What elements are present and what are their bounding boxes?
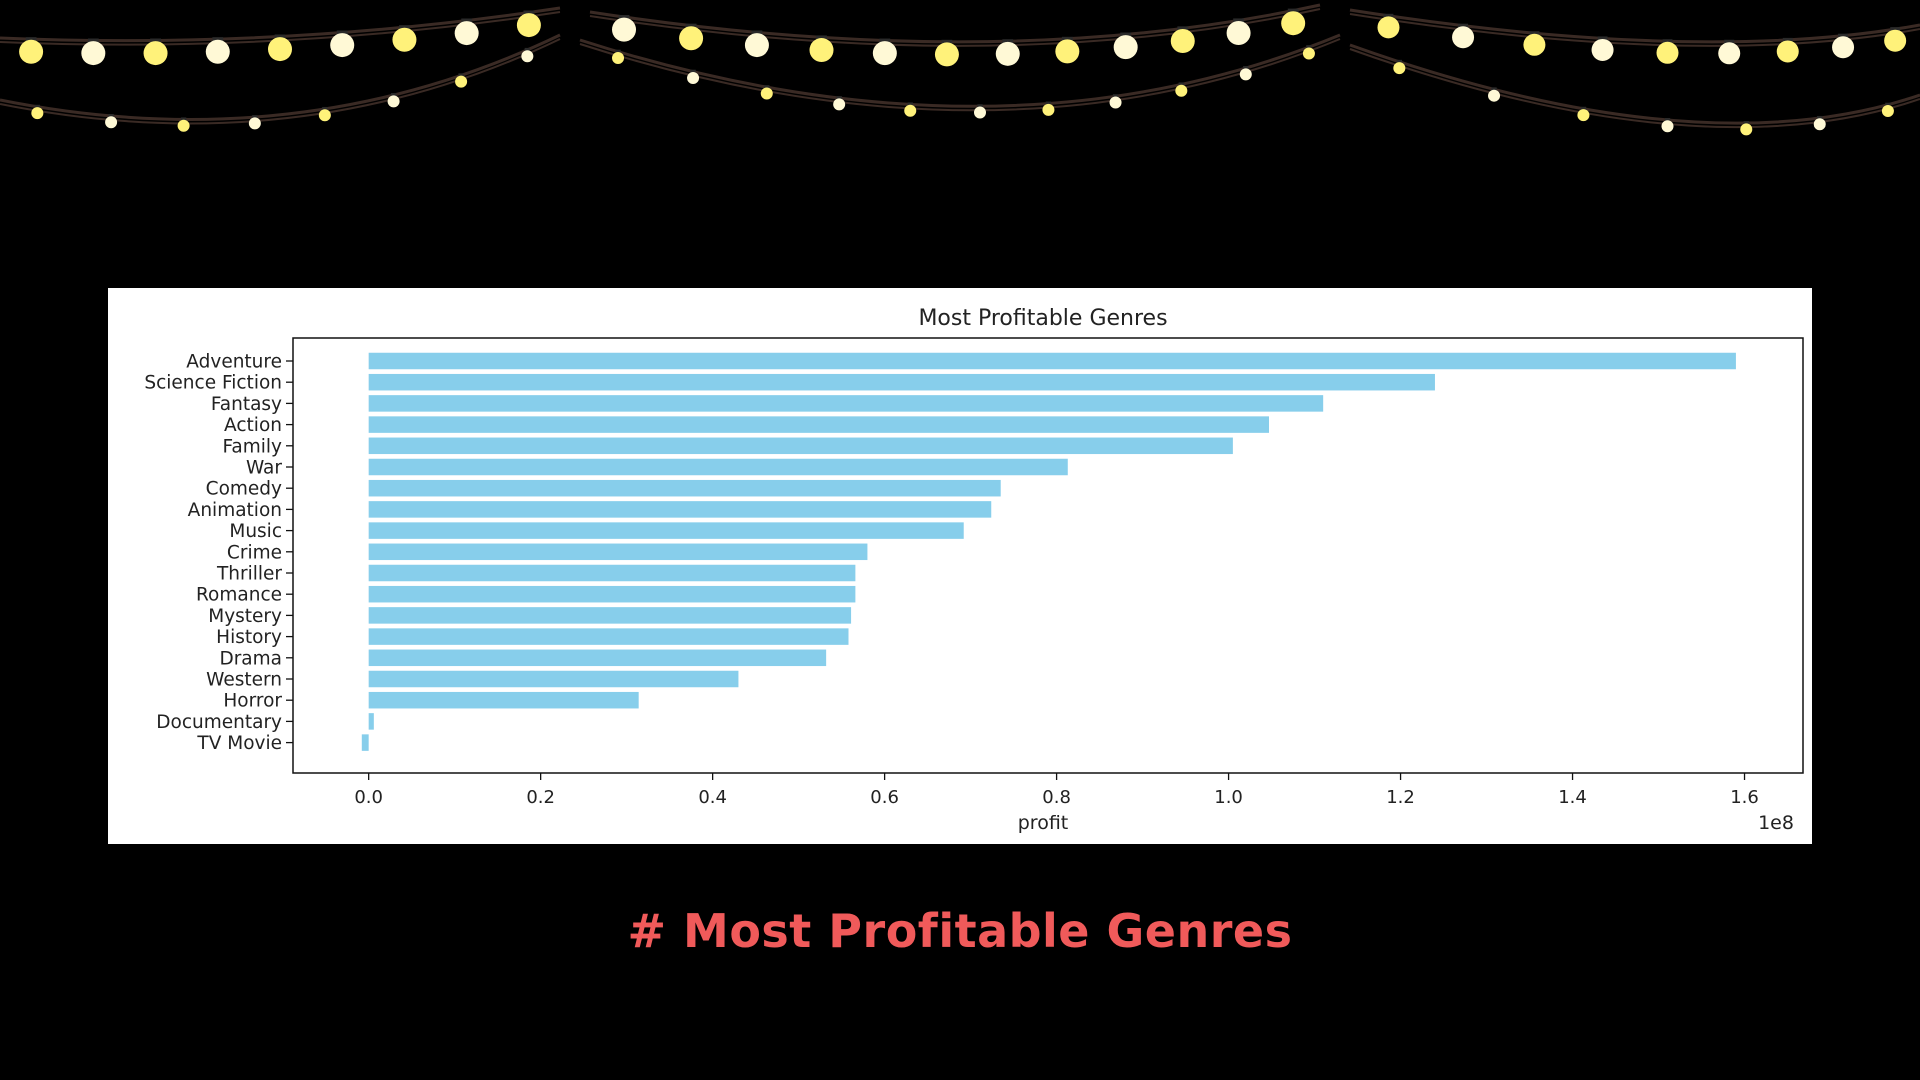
- bar-chart: Most Profitable Genres AdventureScience …: [144, 306, 1804, 834]
- y-tick-label: Documentary: [156, 712, 282, 733]
- x-tick-label: 0.4: [698, 787, 727, 808]
- x-tick-labels: 0.0 0.2 0.4 0.6 0.8 1.0 1.2 1.4 1.6: [354, 773, 1759, 808]
- y-tick-label: Comedy: [206, 479, 282, 500]
- chart-title: Most Profitable Genres: [918, 306, 1167, 331]
- x-tick-label: 1.0: [1214, 787, 1243, 808]
- x-tick-label: 0.2: [526, 787, 555, 808]
- bar-action: [368, 416, 1269, 433]
- chart-panel: Most Profitable Genres Adventure Science …: [108, 288, 1812, 844]
- x-tick-label: 1.2: [1386, 787, 1415, 808]
- bar-family: [368, 437, 1233, 455]
- bar-music: [368, 522, 964, 539]
- y-tick-label: Horror: [223, 691, 282, 712]
- bar-thriller: [368, 564, 856, 582]
- y-tick-label: War: [246, 458, 282, 479]
- bar-crime: [368, 543, 868, 561]
- bar-adventure: [368, 352, 1736, 370]
- x-tick-label: 0.6: [870, 787, 899, 808]
- x-axis-offset-label: 1e8: [1758, 812, 1794, 834]
- bar-horror: [368, 691, 639, 709]
- x-tick-label: 0.0: [354, 787, 383, 808]
- y-tick-label: Mystery: [208, 606, 282, 627]
- bar-mystery: [368, 607, 852, 624]
- y-tick-label: Fantasy: [211, 394, 282, 415]
- y-tick-label: Western: [206, 670, 282, 691]
- bar-history: [368, 628, 849, 645]
- bar-science-fiction: [368, 373, 1435, 391]
- bar-western: [368, 670, 739, 688]
- y-tick-label: Crime: [227, 542, 282, 563]
- bars-layer: [361, 352, 1736, 751]
- bar-romance: [368, 585, 856, 603]
- y-tick-label: Science Fiction: [144, 373, 282, 394]
- x-tick-label: 1.4: [1558, 787, 1587, 808]
- y-tick-label: Animation: [188, 500, 282, 521]
- bar-war: [368, 458, 1068, 476]
- bar-fantasy: [368, 395, 1324, 412]
- bar-drama: [368, 649, 827, 667]
- string-lights-icon: [0, 3, 1920, 136]
- y-tick-label: Drama: [219, 648, 282, 669]
- bar-animation: [368, 501, 992, 518]
- y-tick-label: Family: [222, 436, 282, 457]
- x-tick-label: 0.8: [1042, 787, 1071, 808]
- bar-tv-movie: [361, 734, 369, 751]
- y-tick-label: Romance: [196, 585, 282, 606]
- y-tick-label: History: [216, 627, 282, 648]
- slide-caption: # Most Profitable Genres: [627, 904, 1293, 958]
- y-tick-label: TV Movie: [196, 733, 282, 754]
- y-tick-label: Action: [224, 415, 282, 436]
- y-tick-label: Adventure: [186, 352, 282, 373]
- y-tick-label: Thriller: [216, 564, 282, 585]
- x-tick-label: 1.6: [1730, 787, 1759, 808]
- bar-comedy: [368, 479, 1001, 497]
- y-tick-label: Music: [229, 521, 282, 542]
- bar-documentary: [368, 713, 374, 730]
- x-axis-label: profit: [1018, 812, 1069, 834]
- plot-frame: [292, 337, 1804, 774]
